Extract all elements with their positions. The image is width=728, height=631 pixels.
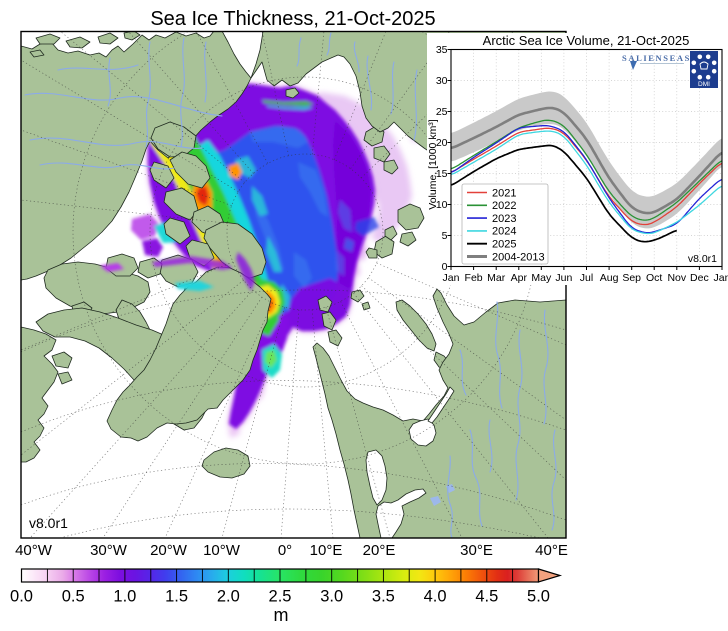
svg-text:30°E: 30°E xyxy=(460,542,493,559)
svg-text:10°W: 10°W xyxy=(203,542,241,559)
svg-text:Dec: Dec xyxy=(690,272,709,284)
svg-text:30: 30 xyxy=(436,75,448,87)
svg-text:15: 15 xyxy=(436,168,448,180)
svg-text:25: 25 xyxy=(436,106,448,118)
svg-text:2.5: 2.5 xyxy=(269,588,292,606)
svg-text:May: May xyxy=(531,272,552,284)
svg-text:4.5: 4.5 xyxy=(475,588,498,606)
svg-text:Volume, [1000 km³]: Volume, [1000 km³] xyxy=(427,119,439,210)
svg-text:2.0: 2.0 xyxy=(217,588,240,606)
svg-text:1.0: 1.0 xyxy=(113,588,136,606)
svg-text:20°W: 20°W xyxy=(150,542,188,559)
svg-text:20: 20 xyxy=(436,137,448,149)
svg-text:10: 10 xyxy=(436,199,448,211)
svg-text:Aug: Aug xyxy=(600,272,619,284)
svg-text:2025: 2025 xyxy=(492,239,516,251)
svg-text:10°E: 10°E xyxy=(310,542,343,559)
svg-text:Sea Ice Thickness, 21-Oct-2025: Sea Ice Thickness, 21-Oct-2025 xyxy=(150,8,435,30)
svg-text:Oct: Oct xyxy=(646,272,662,284)
svg-text:Mar: Mar xyxy=(487,272,506,284)
svg-text:Nov: Nov xyxy=(667,272,686,284)
svg-text:4.0: 4.0 xyxy=(424,588,447,606)
svg-text:Jan: Jan xyxy=(714,272,728,284)
svg-text:m: m xyxy=(274,605,289,625)
svg-text:0°: 0° xyxy=(278,542,292,559)
svg-text:3.0: 3.0 xyxy=(320,588,343,606)
svg-text:2022: 2022 xyxy=(492,200,516,212)
svg-text:35: 35 xyxy=(436,44,448,56)
svg-text:SALIENSEAS: SALIENSEAS xyxy=(622,53,691,63)
svg-text:Sep: Sep xyxy=(622,272,641,284)
svg-text:40°W: 40°W xyxy=(15,542,53,559)
svg-text:3.5: 3.5 xyxy=(372,588,395,606)
svg-text:2024: 2024 xyxy=(492,226,516,238)
svg-text:2004-2013: 2004-2013 xyxy=(492,251,545,263)
svg-text:5: 5 xyxy=(442,230,448,242)
svg-text:DMI: DMI xyxy=(698,81,710,88)
svg-text:2023: 2023 xyxy=(492,213,516,225)
svg-text:20°E: 20°E xyxy=(363,542,396,559)
svg-text:Jul: Jul xyxy=(580,272,593,284)
svg-text:5.0: 5.0 xyxy=(527,588,550,606)
svg-text:2021: 2021 xyxy=(492,187,516,199)
svg-text:Jan: Jan xyxy=(443,272,460,284)
svg-text:v8.0r1: v8.0r1 xyxy=(29,515,68,531)
svg-text:Apr: Apr xyxy=(511,272,528,284)
svg-text:0: 0 xyxy=(442,261,448,273)
svg-text:1.5: 1.5 xyxy=(165,588,188,606)
svg-text:0.5: 0.5 xyxy=(62,588,85,606)
svg-text:Feb: Feb xyxy=(465,272,483,284)
svg-text:Arctic Sea Ice Volume, 21-Oct-: Arctic Sea Ice Volume, 21-Oct-2025 xyxy=(483,33,690,48)
svg-text:40°E: 40°E xyxy=(535,542,568,559)
svg-text:0.0: 0.0 xyxy=(10,588,33,606)
svg-text:v8.0r1: v8.0r1 xyxy=(688,253,717,265)
svg-text:30°W: 30°W xyxy=(90,542,128,559)
svg-text:Jun: Jun xyxy=(555,272,572,284)
